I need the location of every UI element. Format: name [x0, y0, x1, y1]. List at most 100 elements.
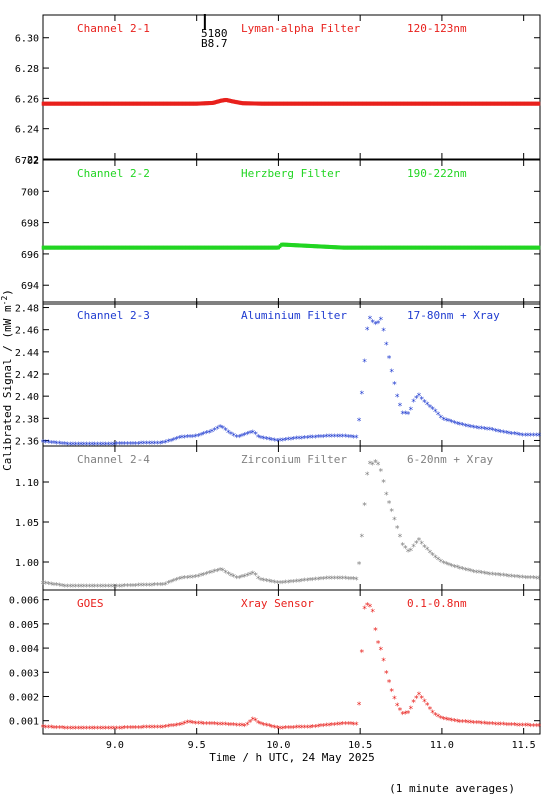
data-point: *	[326, 722, 331, 732]
data-point: *	[207, 570, 212, 580]
data-point: *	[381, 327, 386, 337]
data-point	[423, 101, 426, 106]
data-point: *	[266, 436, 271, 446]
data-point	[379, 245, 383, 250]
data-point	[451, 245, 455, 250]
data-point: *	[408, 547, 413, 557]
data-point: *	[460, 566, 465, 576]
data-point	[64, 101, 68, 106]
data-point: *	[348, 721, 353, 731]
data-point: *	[367, 460, 372, 470]
data-point	[417, 245, 421, 250]
data-point: *	[356, 701, 361, 711]
data-point: *	[307, 724, 312, 734]
data-point	[348, 101, 351, 106]
data-point	[97, 245, 101, 250]
data-point	[419, 245, 422, 250]
data-point	[469, 245, 473, 250]
data-point: *	[144, 440, 149, 450]
data-point	[370, 245, 373, 250]
data-point: *	[160, 581, 165, 591]
data-point: *	[490, 571, 495, 581]
data-point	[443, 245, 447, 250]
data-point: *	[493, 721, 498, 731]
data-point: *	[384, 341, 389, 351]
data-point	[466, 245, 470, 250]
data-point	[359, 101, 362, 106]
data-point	[66, 245, 69, 250]
data-point	[103, 245, 106, 250]
data-point	[499, 101, 503, 106]
data-point	[382, 245, 385, 250]
data-point	[320, 101, 324, 106]
data-point: *	[286, 725, 291, 735]
data-point: *	[528, 722, 533, 732]
data-point	[271, 245, 275, 250]
data-point: *	[332, 433, 337, 443]
data-point: *	[465, 423, 470, 433]
panel-label: Channel 2-1	[77, 22, 150, 35]
data-point: *	[226, 429, 231, 439]
data-point	[248, 101, 252, 106]
data-point: *	[220, 567, 225, 577]
data-point: *	[198, 432, 203, 442]
data-point	[446, 245, 449, 250]
data-point	[390, 245, 394, 250]
y-axis-label: Calibrated Signal / (mW m-2)	[0, 289, 14, 471]
data-point: *	[302, 577, 307, 587]
data-point	[131, 245, 135, 250]
data-point	[216, 99, 219, 104]
data-point: *	[236, 575, 241, 585]
data-point: *	[416, 392, 421, 402]
data-point	[273, 101, 276, 106]
data-point: *	[204, 571, 209, 581]
data-point	[210, 245, 214, 250]
data-point	[184, 245, 188, 250]
data-point: *	[152, 440, 157, 450]
data-point: *	[405, 709, 410, 719]
data-point	[123, 245, 127, 250]
data-point	[454, 101, 458, 106]
data-point	[126, 101, 129, 106]
data-point	[307, 243, 310, 248]
data-point: *	[204, 430, 209, 440]
marker-label-1: 5180	[201, 27, 228, 40]
data-point: *	[373, 627, 378, 637]
data-point: *	[321, 433, 326, 443]
data-point	[233, 245, 237, 250]
data-point: *	[392, 381, 397, 391]
data-point	[115, 101, 118, 106]
data-point	[451, 101, 455, 106]
data-point: *	[220, 424, 225, 434]
data-point: *	[288, 579, 293, 589]
data-point	[461, 101, 464, 106]
data-point	[406, 101, 410, 106]
data-point	[310, 244, 313, 249]
data-point: *	[487, 426, 492, 436]
data-point: *	[261, 721, 266, 731]
data-point	[64, 245, 68, 250]
data-point: *	[174, 722, 179, 732]
data-point: *	[138, 582, 143, 592]
data-point	[220, 245, 223, 250]
data-point	[152, 245, 155, 250]
data-point	[468, 101, 471, 106]
data-point	[233, 99, 237, 104]
data-point: *	[136, 724, 141, 734]
data-point: *	[40, 724, 45, 734]
data-point: *	[288, 724, 293, 734]
data-point	[119, 101, 122, 106]
data-point: *	[501, 572, 506, 582]
data-point: *	[321, 575, 326, 585]
data-point: *	[454, 718, 459, 728]
data-point: *	[476, 425, 481, 435]
data-point	[316, 101, 320, 106]
data-point: *	[351, 434, 356, 444]
data-point	[78, 245, 82, 250]
data-point: *	[362, 358, 367, 368]
data-point	[52, 245, 56, 250]
data-point	[536, 245, 539, 250]
data-point: *	[231, 722, 236, 732]
data-point	[63, 101, 67, 106]
data-point	[49, 245, 53, 250]
